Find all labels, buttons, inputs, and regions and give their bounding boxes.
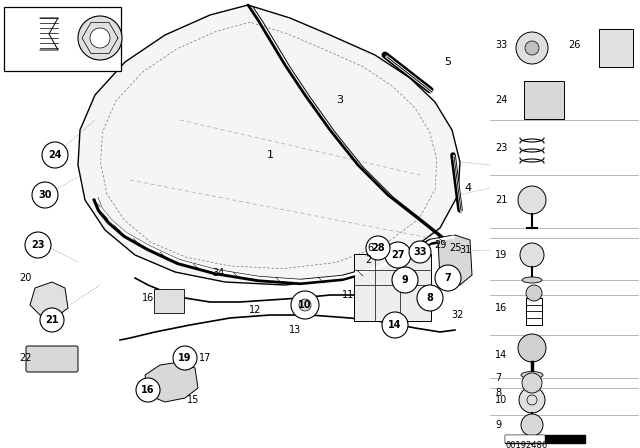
Text: 16: 16 xyxy=(141,385,155,395)
Text: 22: 22 xyxy=(19,353,31,363)
Circle shape xyxy=(136,378,160,402)
Text: 11: 11 xyxy=(342,290,354,300)
Text: 27: 27 xyxy=(18,17,31,27)
Text: 14: 14 xyxy=(388,320,402,330)
Text: 8: 8 xyxy=(427,293,433,303)
Polygon shape xyxy=(78,5,460,285)
FancyBboxPatch shape xyxy=(154,289,184,313)
Circle shape xyxy=(90,28,110,48)
Circle shape xyxy=(417,285,443,311)
Text: 24: 24 xyxy=(48,150,61,160)
Text: 32: 32 xyxy=(452,310,464,320)
Text: 17: 17 xyxy=(199,353,211,363)
Text: 6: 6 xyxy=(367,243,373,253)
Text: 13: 13 xyxy=(289,325,301,335)
Text: 9: 9 xyxy=(495,420,501,430)
Text: 33: 33 xyxy=(413,247,427,257)
Text: 8: 8 xyxy=(495,388,501,398)
Text: 28: 28 xyxy=(371,243,385,253)
Circle shape xyxy=(25,232,51,258)
Text: 9: 9 xyxy=(402,275,408,285)
Text: 14: 14 xyxy=(495,350,508,360)
Circle shape xyxy=(42,142,68,168)
FancyBboxPatch shape xyxy=(354,254,431,321)
Circle shape xyxy=(382,312,408,338)
FancyBboxPatch shape xyxy=(524,81,564,119)
Circle shape xyxy=(40,308,64,332)
Text: 7: 7 xyxy=(445,273,451,283)
Bar xyxy=(505,435,545,443)
Text: 00192486: 00192486 xyxy=(505,440,547,448)
Text: 34: 34 xyxy=(212,268,224,278)
Text: 16: 16 xyxy=(495,303,508,313)
FancyBboxPatch shape xyxy=(599,29,633,67)
Text: 3: 3 xyxy=(337,95,344,105)
Text: 12: 12 xyxy=(249,305,261,315)
Text: 23: 23 xyxy=(495,143,508,153)
Text: 21: 21 xyxy=(495,195,508,205)
Text: 25: 25 xyxy=(449,243,461,253)
Circle shape xyxy=(519,387,545,413)
Text: 33: 33 xyxy=(495,40,508,50)
Text: 23: 23 xyxy=(31,240,45,250)
Circle shape xyxy=(435,265,461,291)
Text: 19: 19 xyxy=(495,250,508,260)
Circle shape xyxy=(520,243,544,267)
Bar xyxy=(505,435,585,443)
Text: 10: 10 xyxy=(495,395,508,405)
Circle shape xyxy=(173,346,197,370)
Polygon shape xyxy=(438,235,472,285)
Circle shape xyxy=(392,267,418,293)
Circle shape xyxy=(526,285,542,301)
Text: 27: 27 xyxy=(391,250,404,260)
Circle shape xyxy=(518,186,546,214)
FancyBboxPatch shape xyxy=(26,346,78,372)
Text: 26: 26 xyxy=(568,40,580,50)
Text: 30: 30 xyxy=(72,13,84,23)
Text: 16: 16 xyxy=(142,293,154,303)
Circle shape xyxy=(78,16,122,60)
Circle shape xyxy=(32,182,58,208)
Circle shape xyxy=(409,241,431,263)
Text: 2: 2 xyxy=(365,255,371,265)
Polygon shape xyxy=(30,282,68,318)
Circle shape xyxy=(366,236,390,260)
Text: 7: 7 xyxy=(495,373,501,383)
Circle shape xyxy=(385,242,411,268)
Circle shape xyxy=(299,299,311,311)
Text: 5: 5 xyxy=(445,57,451,67)
Circle shape xyxy=(518,334,546,362)
Text: 29: 29 xyxy=(434,240,446,250)
Circle shape xyxy=(291,291,319,319)
Circle shape xyxy=(525,41,539,55)
Circle shape xyxy=(522,373,542,393)
Text: 10: 10 xyxy=(298,300,312,310)
Circle shape xyxy=(516,32,548,64)
Ellipse shape xyxy=(522,277,542,283)
Text: 30: 30 xyxy=(38,190,52,200)
Text: 1: 1 xyxy=(266,150,273,160)
Polygon shape xyxy=(145,362,198,402)
Text: 4: 4 xyxy=(465,183,472,193)
Text: 24: 24 xyxy=(495,95,508,105)
Ellipse shape xyxy=(521,371,543,379)
Text: 19: 19 xyxy=(179,353,192,363)
Text: 21: 21 xyxy=(45,315,59,325)
Text: 20: 20 xyxy=(19,273,31,283)
Text: 15: 15 xyxy=(187,395,199,405)
Circle shape xyxy=(521,414,543,436)
Text: 28: 28 xyxy=(18,37,30,47)
Text: 31: 31 xyxy=(459,245,471,255)
FancyBboxPatch shape xyxy=(4,7,121,71)
